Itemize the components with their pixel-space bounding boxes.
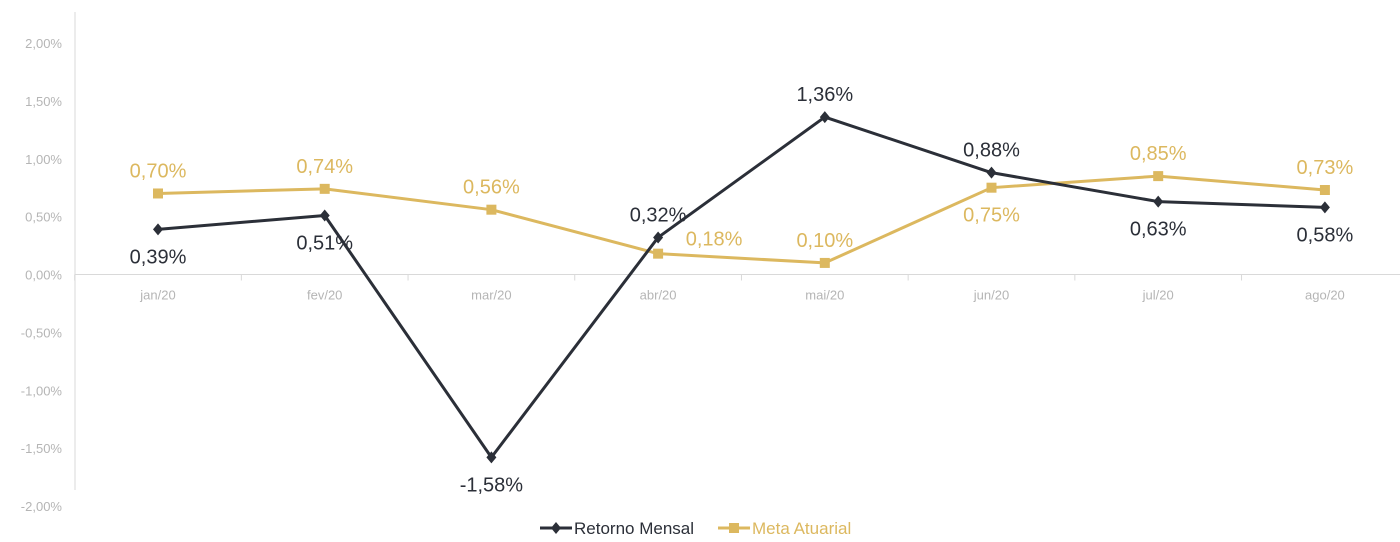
y-tick-label: 1,50% bbox=[25, 94, 62, 109]
x-tick-label: ago/20 bbox=[1305, 288, 1345, 303]
y-tick-label: -1,00% bbox=[21, 383, 63, 398]
x-axis-ticks: jan/20 fev/20 mar/20 abr/20 mai/20 jun/20 jul/… bbox=[74, 274, 1345, 303]
x-tick-label: mar/20 bbox=[471, 288, 511, 303]
y-tick-label: -2,00% bbox=[21, 499, 63, 514]
data-point-diamond bbox=[486, 451, 497, 464]
data-label: 0,56% bbox=[463, 177, 520, 199]
data-label: 0,39% bbox=[130, 246, 187, 268]
data-label: -1,58% bbox=[460, 474, 524, 496]
x-tick-label: jul/20 bbox=[1142, 288, 1174, 303]
data-point-diamond bbox=[653, 231, 664, 244]
data-point-diamond bbox=[153, 223, 163, 236]
y-tick-label: 1,00% bbox=[25, 152, 62, 167]
data-label: 1,36% bbox=[796, 84, 853, 106]
x-tick-label: abr/20 bbox=[640, 288, 677, 303]
y-tick-label: 0,50% bbox=[25, 210, 62, 225]
legend-marker bbox=[729, 523, 740, 533]
x-tick-label: jun/20 bbox=[973, 288, 1009, 303]
x-tick-label: fev/20 bbox=[307, 288, 342, 303]
data-label: 0,58% bbox=[1297, 224, 1354, 246]
x-tick-label: jan/20 bbox=[139, 288, 175, 303]
data-labels: 0,39% 0,51% -1,58% 0,32% 1,36% 0,88% 0,63% 0,58… bbox=[130, 84, 1354, 496]
data-label: 0,51% bbox=[296, 232, 353, 254]
data-label: 0,70% bbox=[130, 160, 187, 182]
data-point-diamond bbox=[986, 166, 997, 179]
y-tick-label: -1,50% bbox=[21, 441, 63, 456]
data-point-diamond bbox=[819, 111, 830, 124]
data-label: 0,88% bbox=[963, 140, 1020, 162]
data-label: 0,85% bbox=[1130, 143, 1187, 165]
data-point-square bbox=[1153, 171, 1164, 182]
data-label: 0,32% bbox=[630, 204, 687, 226]
data-label: 0,74% bbox=[296, 156, 353, 178]
legend-marker bbox=[551, 522, 561, 534]
data-label: 0,63% bbox=[1130, 219, 1187, 241]
data-point-square bbox=[653, 248, 664, 259]
data-label: 0,18% bbox=[686, 229, 743, 251]
data-point-square bbox=[1319, 185, 1330, 196]
data-point-diamond bbox=[1153, 195, 1164, 208]
y-tick-label: 0,00% bbox=[25, 268, 62, 283]
data-point-square bbox=[319, 183, 330, 194]
data-point-square bbox=[486, 204, 497, 215]
y-tick-labels: 2,00% 1,50% 1,00% 0,50% 0,00% -0,50% -1,00% -1,… bbox=[21, 36, 63, 514]
legend: Retorno Mensal Meta Atuarial bbox=[540, 519, 851, 538]
legend-label: Meta Atuarial bbox=[752, 519, 851, 538]
legend-label: Retorno Mensal bbox=[574, 519, 694, 538]
legend-item: Retorno Mensal bbox=[540, 519, 694, 538]
y-tick-label: -0,50% bbox=[21, 325, 63, 340]
data-point-square bbox=[819, 257, 830, 268]
y-tick-label: 2,00% bbox=[25, 36, 62, 51]
data-point-square bbox=[986, 182, 997, 193]
series-line bbox=[157, 115, 1325, 459]
series-group bbox=[153, 111, 1330, 464]
data-label: 0,10% bbox=[796, 230, 853, 252]
data-point-diamond bbox=[1319, 201, 1330, 214]
series-line bbox=[157, 174, 1326, 265]
data-label: 0,73% bbox=[1297, 157, 1354, 179]
data-point-square bbox=[153, 188, 163, 199]
data-label: 0,75% bbox=[963, 205, 1020, 227]
x-tick-label: mai/20 bbox=[805, 288, 844, 303]
legend-item: Meta Atuarial bbox=[718, 519, 851, 538]
data-point-diamond bbox=[319, 209, 330, 222]
